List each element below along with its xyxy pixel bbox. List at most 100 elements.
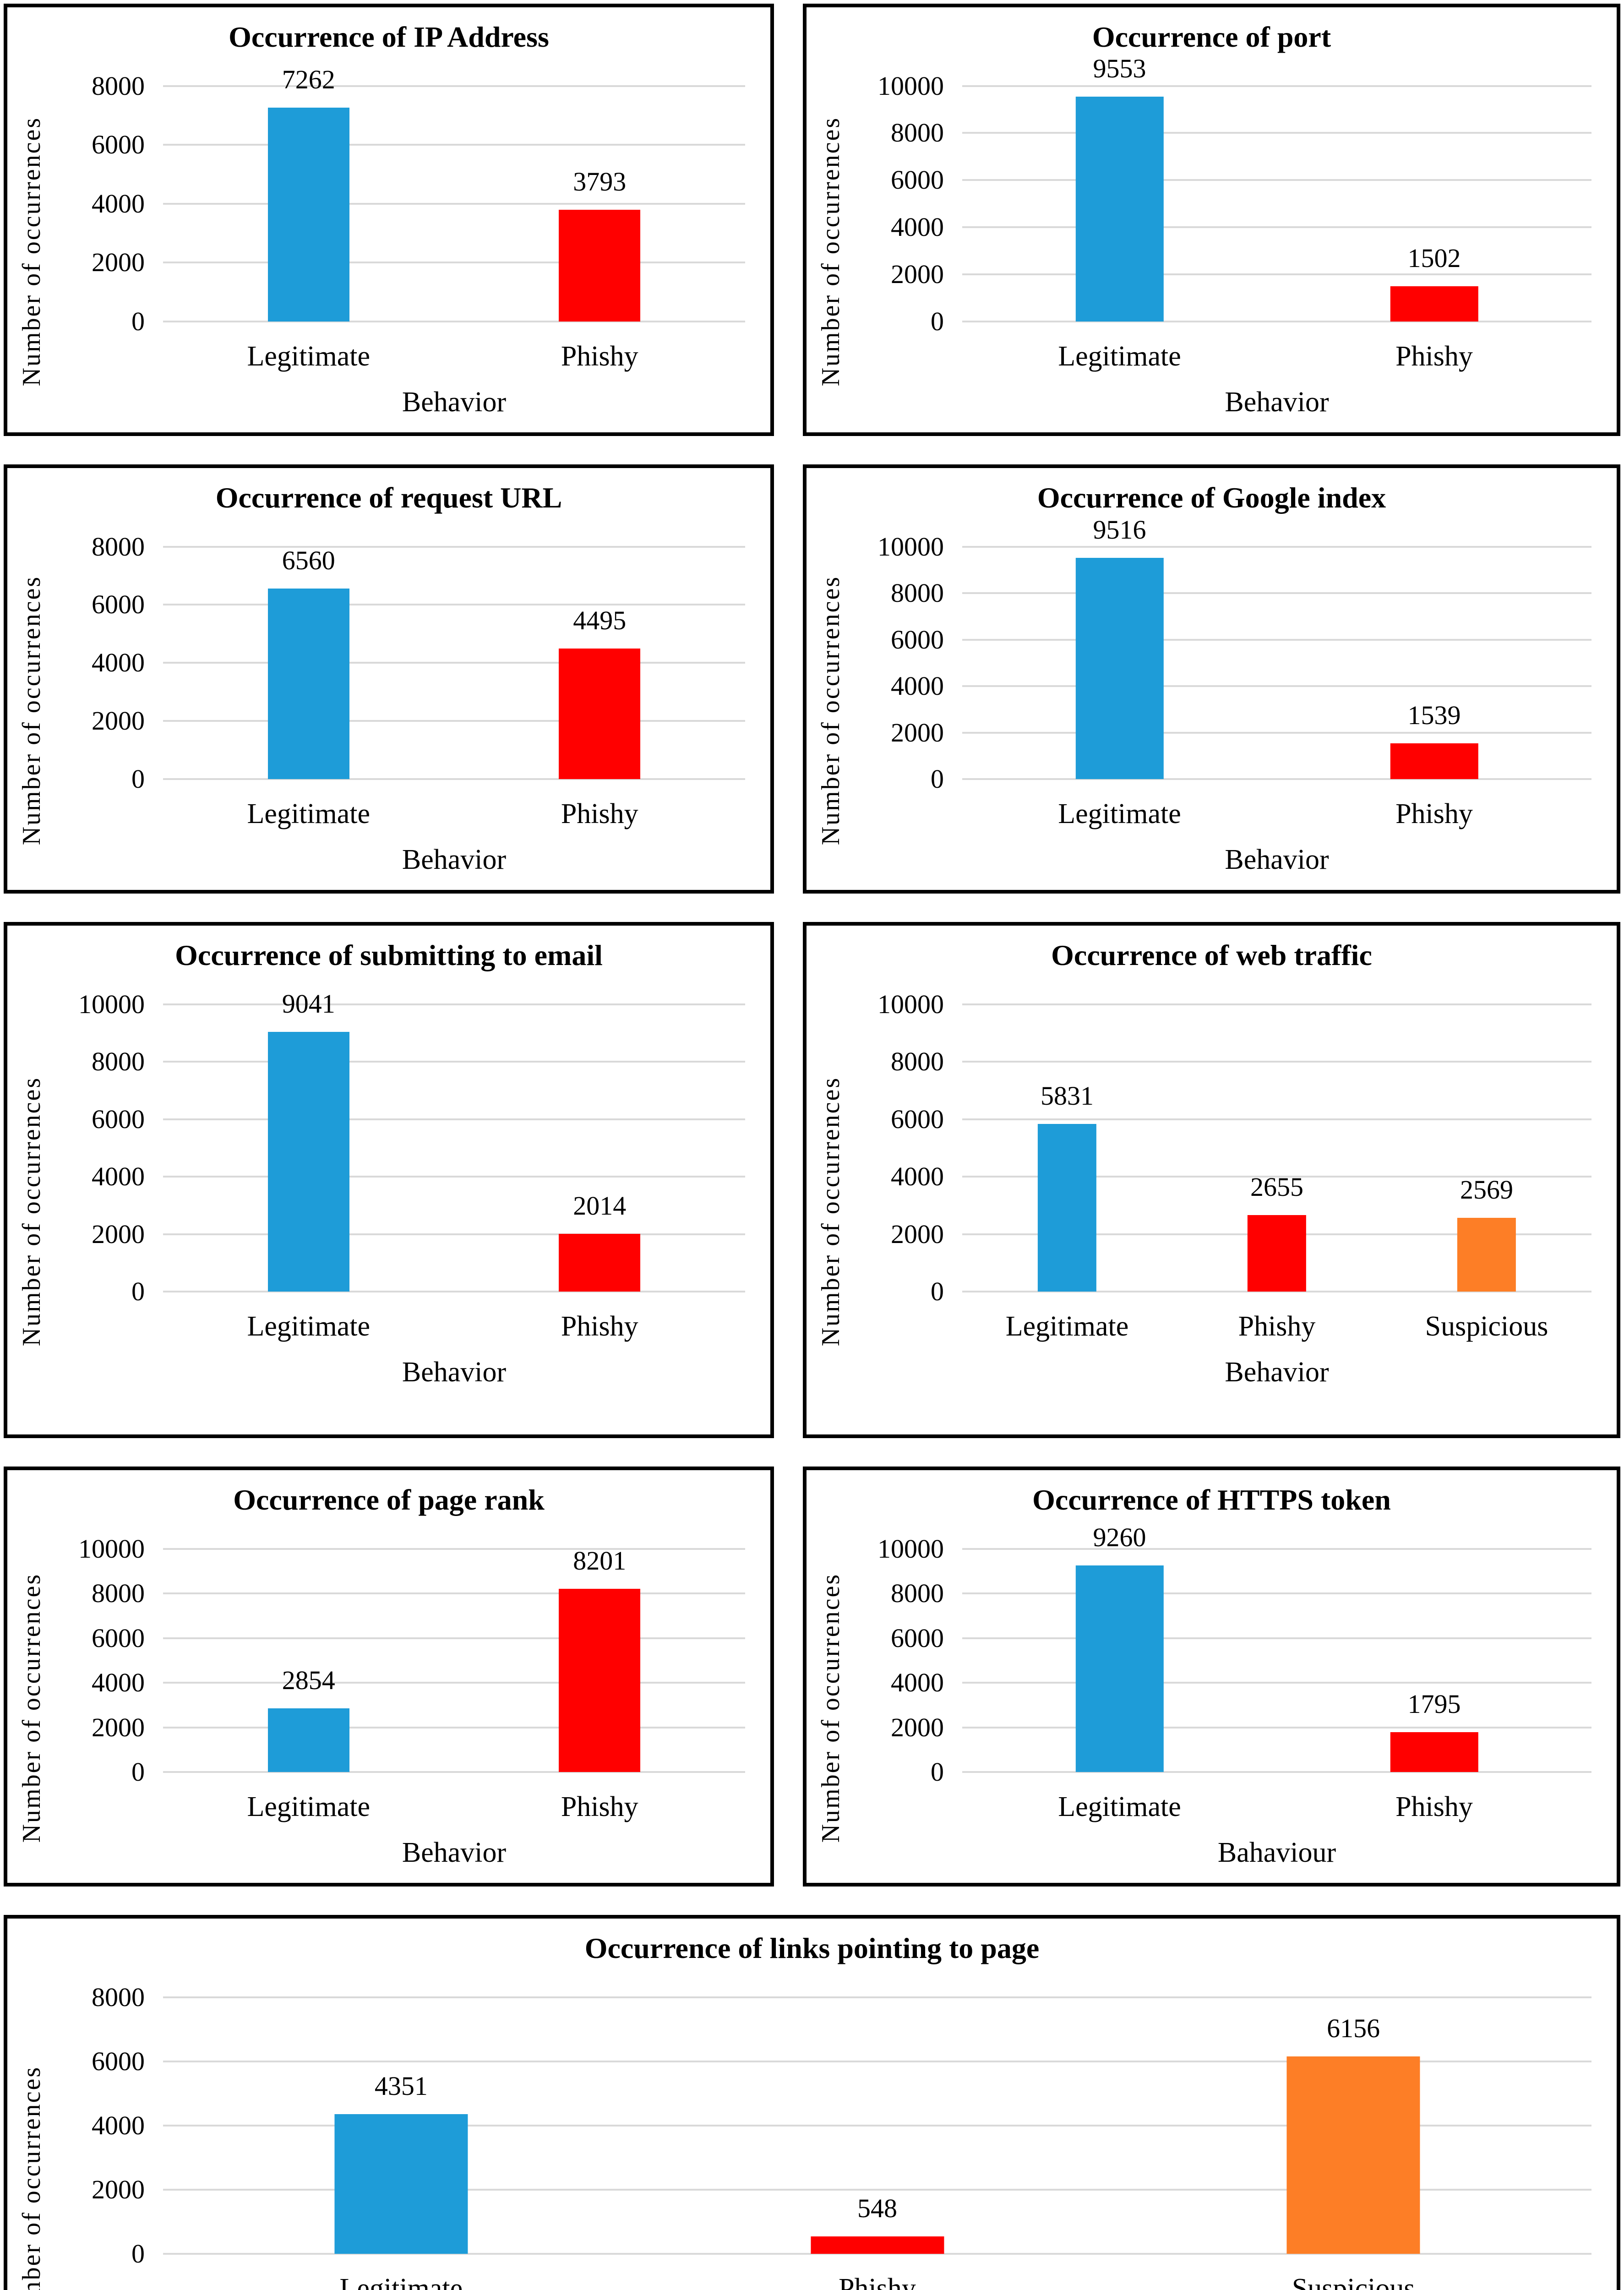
plot-row: 0 2000 4000 6000 8000 10000 5831 2655 2569 bbox=[859, 991, 1591, 1305]
gridline bbox=[163, 321, 745, 322]
chart-body: Number of occurrences 0 2000 4000 6000 8000 10… bbox=[807, 515, 1617, 890]
gridline bbox=[962, 273, 1591, 276]
y-axis-title: Number of occurrences bbox=[817, 1573, 845, 1843]
gridline bbox=[163, 604, 745, 606]
y-tick-label: 0 bbox=[931, 306, 944, 336]
y-tick-label: 10000 bbox=[877, 1533, 944, 1564]
y-tick-labels: 0 2000 4000 6000 8000 10000 bbox=[859, 1535, 962, 1785]
y-tick-label: 4000 bbox=[92, 1668, 145, 1698]
bar-value-label: 9041 bbox=[282, 988, 335, 1019]
y-axis-title: Number of occurrences bbox=[817, 575, 845, 845]
bar-legitimate bbox=[267, 588, 349, 779]
x-category-label: Legitimate bbox=[1005, 1311, 1129, 1342]
y-tick-label: 0 bbox=[131, 2239, 145, 2268]
y-tick-label: 6000 bbox=[891, 624, 944, 654]
y-tick-label: 0 bbox=[131, 764, 145, 794]
y-tick-label: 2000 bbox=[92, 2174, 145, 2204]
gridline bbox=[962, 321, 1591, 322]
y-tick-label: 8000 bbox=[92, 71, 145, 101]
bar-legitimate bbox=[334, 2114, 468, 2254]
y-tick-labels: 0 2000 4000 6000 8000 10000 bbox=[859, 991, 962, 1304]
y-tick-label: 10000 bbox=[877, 531, 944, 562]
x-category-label: Legitimate bbox=[247, 1311, 371, 1342]
gridline bbox=[163, 1233, 745, 1235]
plot-row: 0 2000 4000 6000 8000 10000 9516 1539 bbox=[859, 517, 1591, 792]
plot-area: 6560 4495 bbox=[163, 545, 745, 780]
chart-panel-port: Occurrence of port Number of occurrences… bbox=[803, 4, 1620, 436]
chart-panel-web-traffic: Occurrence of web traffic Number of occu… bbox=[803, 922, 1620, 1438]
chart-panel-ip-address: Occurrence of IP Address Number of occur… bbox=[4, 4, 774, 436]
x-category-label: Phishy bbox=[1395, 1791, 1473, 1822]
x-category-label: Phishy bbox=[561, 341, 638, 372]
y-tick-label: 2000 bbox=[92, 1712, 145, 1742]
chart-title: Occurrence of IP Address bbox=[229, 21, 549, 53]
y-tick-labels: 0 2000 4000 6000 8000 10000 bbox=[859, 533, 962, 792]
y-tick-label: 6000 bbox=[92, 130, 145, 160]
bar-value-label: 3793 bbox=[573, 167, 627, 197]
bar-value-label: 1795 bbox=[1407, 1689, 1461, 1719]
y-tick-label: 0 bbox=[931, 764, 944, 794]
y-tick-label: 6000 bbox=[891, 1623, 944, 1653]
x-category-labels: Legitimate Phishy Suspicious bbox=[163, 2274, 1591, 2290]
x-category-labels: Legitimate Phishy bbox=[962, 800, 1591, 828]
bar-phishy bbox=[559, 1589, 641, 1772]
plot-row: 0 2000 4000 6000 8000 10000 9041 2014 bbox=[60, 990, 745, 1305]
y-tick-label: 10000 bbox=[877, 71, 944, 101]
bar-phishy bbox=[559, 648, 641, 779]
gridline bbox=[962, 638, 1591, 641]
gridline bbox=[163, 202, 745, 205]
y-tick-label: 2000 bbox=[891, 259, 944, 289]
x-axis-title: Bahaviour bbox=[1217, 1837, 1336, 1868]
chart-title: Occurrence of request URL bbox=[215, 481, 562, 514]
x-category-label: Phishy bbox=[1395, 341, 1473, 372]
plot-row: 0 2000 4000 6000 8000 7262 3793 bbox=[60, 66, 745, 335]
gridline bbox=[163, 1771, 745, 1773]
x-category-label: Legitimate bbox=[1058, 1791, 1181, 1822]
y-tick-label: 8000 bbox=[92, 1578, 145, 1608]
bar-phishy bbox=[810, 2236, 944, 2254]
bar-value-label: 2854 bbox=[282, 1665, 335, 1695]
gridline bbox=[962, 1592, 1591, 1595]
chart-title: Occurrence of Google index bbox=[1037, 481, 1386, 514]
gridline bbox=[163, 2188, 1591, 2191]
axis-area: 0 2000 4000 6000 8000 10000 9553 1502 Legitimate… bbox=[859, 55, 1591, 418]
bar-value-label: 2655 bbox=[1250, 1172, 1303, 1202]
chart-title: Occurrence of submitting to email bbox=[175, 939, 603, 971]
gridline bbox=[163, 144, 745, 146]
y-tick-labels: 0 2000 4000 6000 8000 bbox=[60, 72, 163, 334]
chart-panel-https-token: Occurrence of HTTPS token Number of occu… bbox=[803, 1467, 1620, 1887]
y-tick-labels: 0 2000 4000 6000 8000 10000 bbox=[60, 991, 163, 1304]
x-category-label: Legitimate bbox=[247, 1791, 371, 1822]
y-tick-label: 8000 bbox=[92, 531, 145, 562]
gridline bbox=[962, 1291, 1591, 1292]
bar-value-label: 1539 bbox=[1407, 700, 1461, 730]
y-tick-label: 0 bbox=[931, 1757, 944, 1787]
x-category-label: Legitimate bbox=[247, 798, 371, 829]
y-axis-title: Number of occurrences bbox=[17, 1573, 46, 1843]
chart-body: Number of occurrences 0 2000 4000 6000 8000 43… bbox=[7, 1965, 1617, 2290]
y-tick-label: 4000 bbox=[92, 648, 145, 678]
y-tick-label: 8000 bbox=[891, 578, 944, 608]
y-tick-label: 4000 bbox=[891, 1161, 944, 1192]
plot-row: 0 2000 4000 6000 8000 4351 548 6156 bbox=[60, 1984, 1591, 2267]
gridline bbox=[962, 179, 1591, 181]
x-category-label: Legitimate bbox=[247, 341, 371, 372]
gridline bbox=[163, 1996, 1591, 1998]
gridline bbox=[962, 1771, 1591, 1773]
bar-phishy bbox=[559, 210, 641, 322]
y-tick-label: 6000 bbox=[92, 589, 145, 620]
x-axis-title: Behavior bbox=[1225, 387, 1329, 418]
bar-phishy bbox=[1390, 743, 1478, 779]
x-axis-title: Behavior bbox=[1225, 1357, 1329, 1388]
gridline bbox=[962, 778, 1591, 780]
x-category-label: Legitimate bbox=[1058, 341, 1181, 372]
gridline bbox=[962, 545, 1591, 548]
bar-phishy bbox=[1390, 1732, 1478, 1772]
gridline bbox=[962, 1061, 1591, 1063]
y-tick-label: 2000 bbox=[891, 1712, 944, 1742]
x-category-labels: Legitimate Phishy bbox=[163, 1793, 745, 1821]
chart-body: Number of occurrences 0 2000 4000 6000 8000 65… bbox=[7, 515, 770, 890]
plot-area: 9553 1502 bbox=[962, 55, 1591, 322]
chart-panel-submitting-to-email: Occurrence of submitting to email Number… bbox=[4, 922, 774, 1438]
y-tick-label: 2000 bbox=[92, 1219, 145, 1249]
